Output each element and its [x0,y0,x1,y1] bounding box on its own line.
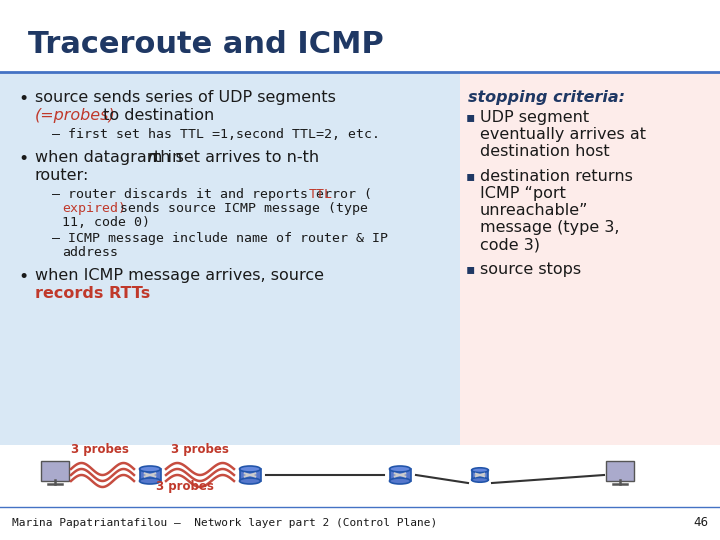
Ellipse shape [472,477,488,482]
Ellipse shape [240,478,261,484]
Text: 3 probes: 3 probes [171,443,229,456]
Text: code 3): code 3) [480,237,540,252]
FancyBboxPatch shape [0,72,460,445]
Ellipse shape [390,466,410,472]
FancyBboxPatch shape [0,445,720,505]
FancyBboxPatch shape [42,461,68,481]
FancyBboxPatch shape [472,470,488,480]
FancyBboxPatch shape [390,469,410,481]
Ellipse shape [472,468,488,472]
Text: •: • [18,268,28,286]
Text: stopping criteria:: stopping criteria: [468,90,625,105]
Text: destination host: destination host [480,144,610,159]
Text: ▪: ▪ [466,110,475,124]
Text: TTL: TTL [309,188,333,201]
Text: •: • [18,90,28,108]
Text: ▪: ▪ [466,262,475,276]
Text: ICMP “port: ICMP “port [480,186,566,201]
Text: when ICMP message arrives, source: when ICMP message arrives, source [35,268,324,283]
Text: (=probes): (=probes) [35,108,116,123]
Text: n: n [147,150,157,165]
Text: source stops: source stops [480,262,581,277]
Ellipse shape [140,478,161,484]
Text: expired): expired) [62,202,126,215]
FancyBboxPatch shape [460,72,720,445]
FancyBboxPatch shape [240,469,261,481]
Text: 46: 46 [693,516,708,530]
Text: UDP segment: UDP segment [480,110,589,125]
Ellipse shape [390,478,410,484]
Text: ▪: ▪ [466,169,475,183]
Text: 11, code 0): 11, code 0) [62,216,150,229]
Text: 3 probes: 3 probes [71,443,129,456]
Text: th set arrives to n-th: th set arrives to n-th [154,150,319,165]
Text: •: • [18,150,28,168]
FancyBboxPatch shape [140,469,161,481]
Text: Marina Papatriantafilou –  Network layer part 2 (Control Plane): Marina Papatriantafilou – Network layer … [12,518,437,528]
Text: – ICMP message include name of router & IP: – ICMP message include name of router & … [52,232,388,245]
Text: address: address [62,246,118,259]
Text: eventually arrives at: eventually arrives at [480,127,646,142]
Text: – router discards it and reports error (: – router discards it and reports error ( [52,188,372,201]
Ellipse shape [240,466,261,472]
Text: Traceroute and ICMP: Traceroute and ICMP [28,30,384,59]
Ellipse shape [140,466,161,472]
Text: destination returns: destination returns [480,169,633,184]
Text: 3 probes: 3 probes [156,480,214,493]
Text: – first set has TTL =1,second TTL=2, etc.: – first set has TTL =1,second TTL=2, etc… [52,128,380,141]
FancyBboxPatch shape [606,461,634,481]
Text: source sends series of UDP segments: source sends series of UDP segments [35,90,336,105]
Text: unreachable”: unreachable” [480,203,588,218]
Text: to destination: to destination [98,108,215,123]
Text: sends source ICMP message (type: sends source ICMP message (type [112,202,368,215]
Text: message (type 3,: message (type 3, [480,220,619,235]
Text: when datagram in: when datagram in [35,150,187,165]
Text: router:: router: [35,168,89,183]
Text: records RTTs: records RTTs [35,286,150,301]
